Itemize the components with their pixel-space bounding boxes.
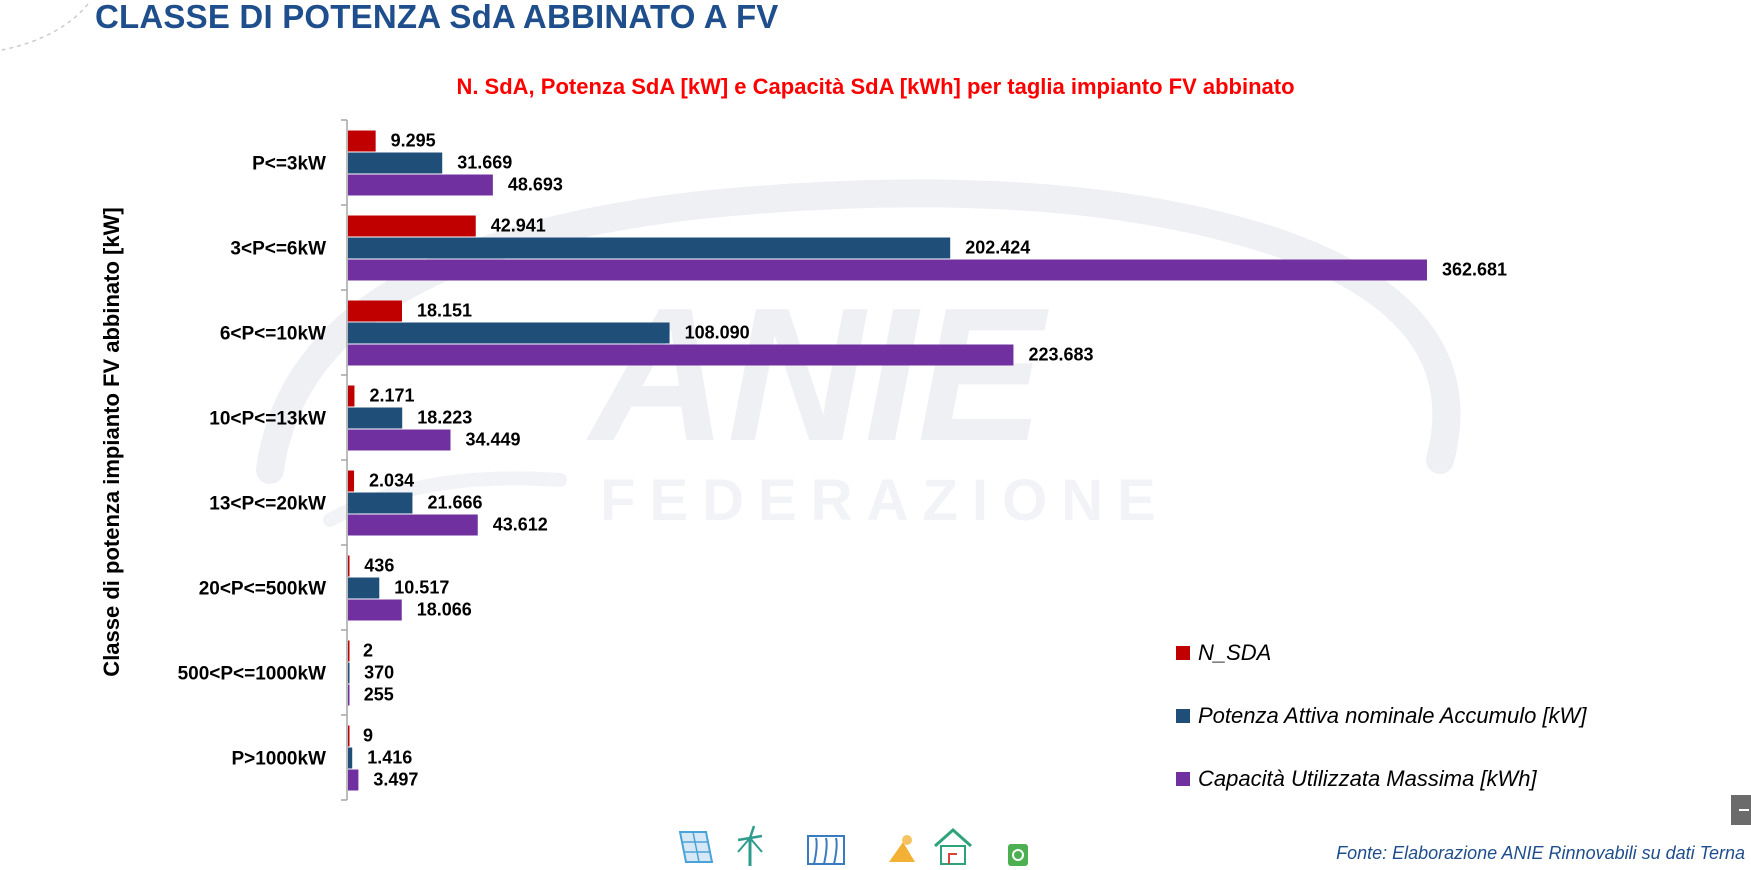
data-label: 3.497: [373, 770, 418, 790]
data-label: 21.666: [427, 493, 482, 513]
bar: [348, 237, 951, 259]
bar: [348, 599, 402, 621]
data-label: 370: [364, 663, 394, 683]
data-label: 202.424: [965, 238, 1030, 258]
data-label: 48.693: [508, 175, 563, 195]
data-label: 34.449: [465, 430, 520, 450]
bar: [348, 747, 353, 769]
bar: [348, 555, 350, 577]
legend-label-n-sda: N_SDA: [1198, 640, 1272, 665]
bar: [348, 470, 355, 492]
bar: [348, 662, 350, 684]
bar: [348, 429, 451, 451]
data-label: 18.066: [417, 600, 472, 620]
category-label: P<=3kW: [252, 154, 326, 175]
page-title: CLASSE DI POTENZA SdA ABBINATO A FV: [95, 0, 779, 35]
legend-item-n-sda: N_SDA: [1176, 640, 1271, 666]
wind-turbine-icon: [737, 825, 763, 866]
bar: [348, 259, 1427, 281]
bar: [348, 769, 359, 791]
bar: [348, 300, 402, 322]
chart-title: N. SdA, Potenza SdA [kW] e Capacità SdA …: [456, 74, 1295, 99]
legend-item-capacita: Capacità Utilizzata Massima [kWh]: [1176, 766, 1537, 792]
bar: [348, 174, 493, 196]
data-label: 2: [363, 641, 373, 661]
bar: [348, 385, 355, 407]
bar: [348, 407, 403, 429]
decorative-arc: [1, 3, 89, 51]
data-label: 18.151: [417, 301, 472, 321]
category-label: 10<P<=13kW: [209, 409, 326, 430]
category-label: 6<P<=10kW: [220, 324, 326, 345]
legend-swatch-capacita: [1176, 772, 1190, 786]
legend-label-capacita: Capacità Utilizzata Massima [kWh]: [1198, 766, 1537, 791]
data-label: 108.090: [685, 323, 750, 343]
bar: [348, 152, 443, 174]
bar: [348, 344, 1014, 366]
category-label: 13<P<=20kW: [209, 494, 326, 515]
bar: [348, 640, 350, 662]
data-label: 9.295: [391, 131, 436, 151]
data-label: 223.683: [1028, 345, 1093, 365]
bar: [348, 492, 413, 514]
smart-home-icon: [934, 827, 972, 865]
hydro-dam-icon: [807, 835, 845, 865]
recycle-icon: [1008, 844, 1028, 866]
collapse-tab[interactable]: [1731, 795, 1751, 825]
geothermal-icon: [889, 835, 915, 862]
bar: [348, 577, 380, 599]
bar: [348, 130, 376, 152]
data-label: 255: [364, 685, 394, 705]
legend-swatch-potenza: [1176, 709, 1190, 723]
legend-item-potenza: Potenza Attiva nominale Accumulo [kW]: [1176, 703, 1586, 729]
data-label: 31.669: [457, 153, 512, 173]
category-label: 3<P<=6kW: [230, 239, 326, 260]
data-label: 43.612: [493, 515, 548, 535]
bar: [348, 725, 350, 747]
data-label: 2.171: [369, 386, 414, 406]
bar: [348, 684, 350, 706]
solar-panel-icon: [678, 831, 714, 863]
bar: [348, 215, 476, 237]
watermark-sub-text: FEDERAZIONE: [600, 468, 1170, 533]
legend-swatch-n-sda: [1176, 646, 1190, 660]
data-label: 362.681: [1442, 260, 1507, 280]
data-label: 9: [363, 726, 373, 746]
watermark-main-text: ANIE: [586, 269, 1049, 481]
data-label: 42.941: [491, 216, 546, 236]
data-label: 2.034: [369, 471, 414, 491]
category-label: 20<P<=500kW: [199, 579, 326, 600]
bar: [348, 514, 478, 536]
data-label: 1.416: [367, 748, 412, 768]
source-note: Fonte: Elaborazione ANIE Rinnovabili su …: [1336, 843, 1745, 863]
data-label: 18.223: [417, 408, 472, 428]
legend-label-potenza: Potenza Attiva nominale Accumulo [kW]: [1198, 703, 1587, 728]
category-label: P>1000kW: [231, 749, 326, 770]
data-label: 436: [364, 556, 394, 576]
bar: [348, 322, 670, 344]
category-label: 500<P<=1000kW: [178, 664, 326, 685]
data-label: 10.517: [394, 578, 449, 598]
